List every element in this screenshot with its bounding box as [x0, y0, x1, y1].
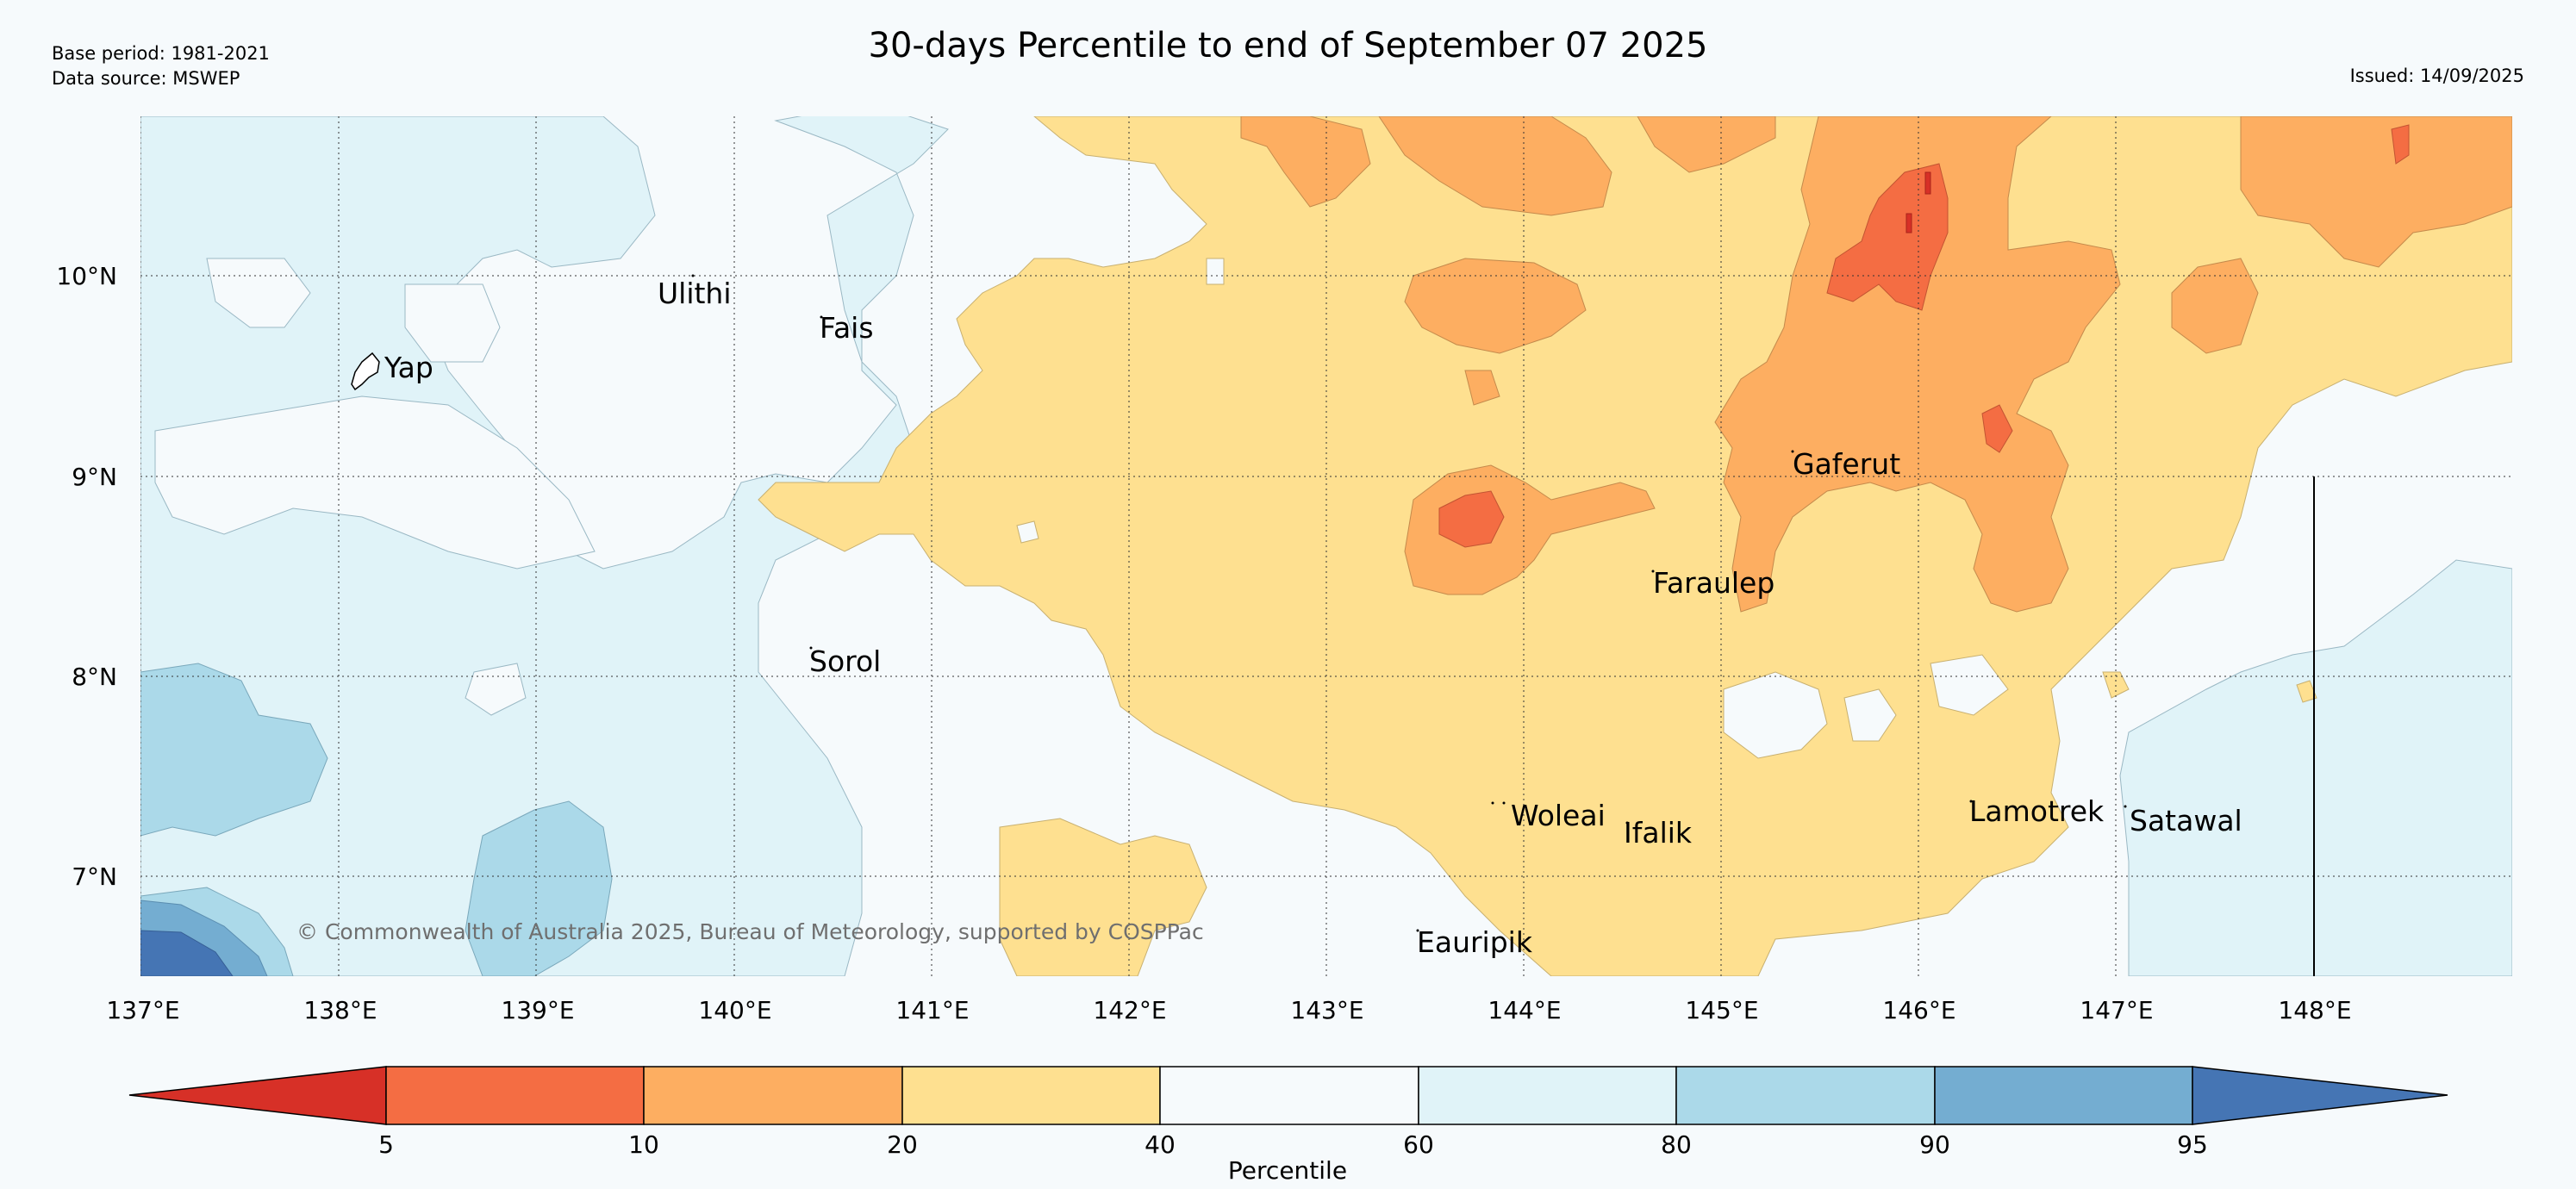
- map-area: [140, 116, 2512, 976]
- lon-label: 138°E: [303, 996, 377, 1024]
- place-label-lamotrek: Lamotrek: [1969, 794, 2105, 828]
- gridlines: [140, 116, 2512, 976]
- region-80-90-southwest: [140, 663, 328, 837]
- issued-date: Issued: 14/09/2025: [2349, 65, 2524, 86]
- colorbar-10-20: [643, 1066, 903, 1125]
- place-marker: [809, 646, 813, 650]
- colorbar-tick: 10: [628, 1130, 659, 1159]
- region-5-10-central: [1438, 490, 1505, 548]
- lon-label: 145°E: [1685, 996, 1758, 1024]
- place-label-eauripik: Eauripik: [1417, 925, 1533, 959]
- lon-label: 139°E: [501, 996, 574, 1024]
- colorbar-20-40: [901, 1066, 1161, 1125]
- colorbar-60-80: [1418, 1066, 1677, 1125]
- colorbar-tick: 95: [2177, 1130, 2208, 1159]
- place-label-ulithi: Ulithi: [658, 277, 732, 310]
- region-60-80-east: [2119, 559, 2512, 976]
- place-marker: [691, 274, 695, 277]
- yap-island-shape: [351, 352, 380, 391]
- place-label-ifalik: Ifalik: [1624, 816, 1693, 850]
- map-title: 30-days Percentile to end of September 0…: [868, 26, 1708, 65]
- colorbar-tick: 5: [378, 1130, 394, 1159]
- place-label-sorol: Sorol: [809, 644, 881, 678]
- place-marker: [1791, 450, 1794, 453]
- lat-label: 8°N: [72, 663, 117, 691]
- place-label-faraulep: Faraulep: [1653, 566, 1775, 600]
- lat-label: 10°N: [56, 262, 117, 290]
- place-marker: [1651, 570, 1655, 573]
- colorbar-tick: 20: [887, 1130, 918, 1159]
- place-marker: [1416, 929, 1419, 932]
- colorbar: [128, 1066, 2448, 1125]
- place-marker: [1502, 801, 1506, 805]
- place-marker: [1491, 801, 1494, 805]
- copyright-text: © Commonwealth of Australia 2025, Bureau…: [296, 919, 1204, 944]
- lon-label: 143°E: [1290, 996, 1363, 1024]
- colorbar-5-10: [385, 1066, 645, 1125]
- lon-label: 148°E: [2278, 996, 2351, 1024]
- colorbar-tick: 40: [1145, 1130, 1176, 1159]
- region-below-5-north: [1905, 171, 1931, 233]
- colorbar-tick: 60: [1403, 1130, 1434, 1159]
- place-marker: [2124, 805, 2127, 808]
- region-above-95-southwest: [140, 930, 234, 976]
- place-label-fais: Fais: [820, 311, 874, 345]
- base-period-text: Base period: 1981-2021: [52, 43, 270, 64]
- lon-label: 142°E: [1093, 996, 1166, 1024]
- region-20-40-holes: [1016, 258, 2009, 759]
- colorbar-80-90: [1675, 1066, 1936, 1125]
- place-marker: [1969, 800, 1973, 803]
- lon-label: 147°E: [2080, 996, 2153, 1024]
- region-5-10-small: [1981, 124, 2410, 453]
- region-10-20-north-central: [1240, 116, 1776, 216]
- map-metadata: Base period: 1981-2021 Data source: MSWE…: [52, 41, 270, 91]
- lon-label: 137°E: [106, 996, 179, 1024]
- region-10-20-central: [1404, 258, 1587, 406]
- lon-label: 144°E: [1488, 996, 1561, 1024]
- lon-label: 141°E: [895, 996, 969, 1024]
- region-20-40-east-small: [2102, 671, 2317, 703]
- region-10-20-northeast: [1714, 116, 2121, 613]
- lon-label: 140°E: [698, 996, 771, 1024]
- lon-label: 146°E: [1882, 996, 1955, 1024]
- place-label-woleai: Woleai: [1511, 799, 1606, 832]
- colorbar-90-95: [1934, 1066, 2193, 1125]
- place-label-gaferut: Gaferut: [1793, 447, 1900, 481]
- place-label-satawal: Satawal: [2130, 804, 2242, 837]
- colorbar-tick: 90: [1919, 1130, 1950, 1159]
- colorbar-below-5: [128, 1066, 387, 1125]
- colorbar-tick: 80: [1661, 1130, 1692, 1159]
- data-source-text: Data source: MSWEP: [52, 68, 240, 89]
- colorbar-above-95: [2192, 1066, 2448, 1125]
- place-marker: [1625, 821, 1629, 825]
- region-60-80-west-inner: [154, 258, 596, 716]
- region-80-90-south-central: [465, 800, 613, 976]
- lat-label: 7°N: [72, 862, 117, 891]
- colorbar-40-60: [1159, 1066, 1419, 1125]
- lat-label: 9°N: [72, 463, 117, 491]
- place-marker: [820, 315, 823, 319]
- place-label-yap: Yap: [384, 351, 433, 384]
- region-10-20-east: [2171, 116, 2512, 354]
- region-5-10-north: [1826, 163, 1949, 311]
- colorbar-label: Percentile: [1228, 1156, 1347, 1185]
- region-20-40-southwest: [999, 818, 1207, 976]
